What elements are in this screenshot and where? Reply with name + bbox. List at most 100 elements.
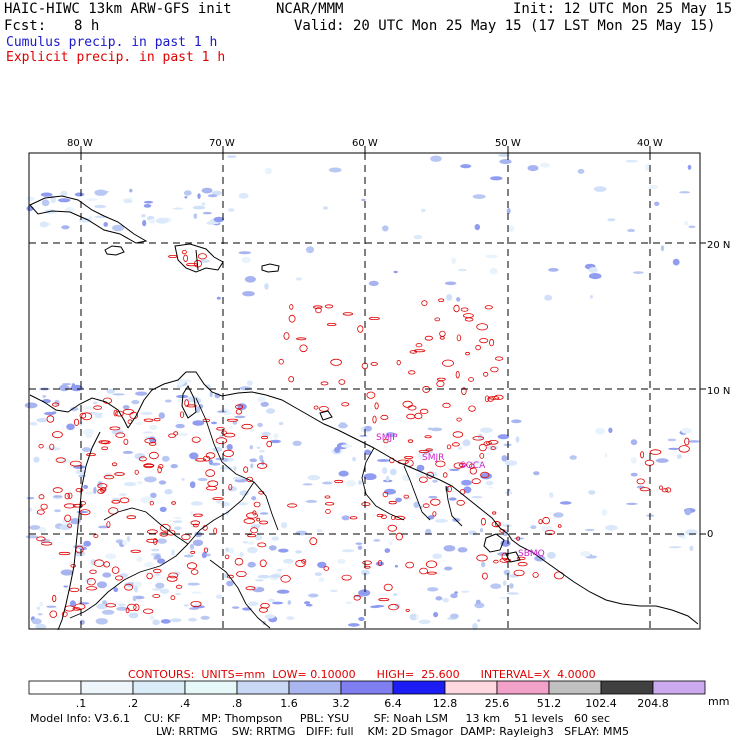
cumulus-precip-cell	[102, 572, 112, 578]
explicit-precip-contour	[109, 426, 121, 431]
cumulus-precip-cell	[547, 551, 556, 559]
cumulus-precip-cell	[211, 421, 217, 425]
explicit-precip-contour	[72, 503, 84, 508]
cumulus-precip-cell	[676, 454, 682, 459]
cumulus-precip-cell	[187, 396, 200, 403]
cumulus-precip-cell	[189, 452, 199, 460]
explicit-precip-contour	[74, 603, 86, 610]
cumulus-precip-cell	[189, 481, 196, 489]
cumulus-precip-cell	[359, 434, 368, 437]
cumulus-precip-cell	[368, 280, 379, 287]
cumulus-precip-cell	[481, 561, 486, 568]
explicit-precip-contour	[403, 494, 410, 499]
cumulus-precip-cell	[257, 422, 263, 428]
cumulus-precip-cell	[488, 486, 493, 489]
colorbar-label: 12.8	[433, 697, 458, 710]
cumulus-precip-cell	[389, 541, 393, 546]
explicit-precip-contour	[278, 358, 284, 365]
cumulus-precip-cell	[78, 474, 87, 478]
init-time: Init: 12 UTC Mon 25 May 15	[513, 1, 733, 17]
cumulus-precip-cell	[105, 553, 117, 560]
cumulus-precip-cell	[83, 540, 91, 547]
cumulus-precip-cell	[197, 477, 208, 482]
explicit-precip-contour	[115, 410, 124, 417]
explicit-precip-contour	[478, 443, 487, 452]
explicit-precip-contour	[36, 509, 45, 515]
cumulus-precip-cell	[417, 452, 425, 460]
cumulus-precip-cell	[198, 404, 204, 409]
explicit-precip-contour	[439, 336, 445, 340]
explicit-precip-contour	[190, 601, 202, 608]
explicit-precip-contour	[146, 538, 159, 543]
cumulus-precip-cell	[341, 549, 355, 553]
explicit-precip-contour	[260, 602, 270, 609]
explicit-precip-contour	[456, 417, 462, 422]
cumulus-precip-cell	[511, 419, 522, 424]
cumulus-precip-cell	[182, 413, 194, 416]
colorbar-swatch	[600, 680, 654, 695]
cumulus-precip-cell	[497, 434, 510, 440]
explicit-precip-contour	[256, 462, 268, 469]
cumulus-precip-cell	[59, 384, 70, 392]
cumulus-precip-cell	[271, 536, 280, 541]
explicit-precip-contour	[52, 431, 63, 439]
cumulus-precip-cell	[187, 582, 200, 586]
cumulus-precip-cell	[238, 251, 251, 255]
cumulus-precip-cell	[228, 547, 235, 554]
cumulus-precip-cell	[194, 601, 201, 606]
colorbar-label: 3.2	[332, 697, 350, 710]
explicit-precip-contour	[376, 513, 384, 518]
cumulus-precip-cell	[208, 459, 213, 465]
cumulus-precip-cell	[144, 561, 154, 568]
cumulus-precip-cell	[207, 194, 218, 198]
explicit-precip-contour	[362, 560, 372, 565]
cumulus-precip-cell	[509, 574, 519, 578]
explicit-precip-contour	[38, 494, 45, 500]
cumulus-precip-cell	[228, 208, 235, 212]
cumulus-precip-cell	[129, 188, 133, 193]
explicit-precip-contour	[127, 603, 137, 611]
cumulus-precip-cell	[625, 502, 638, 505]
explicit-precip-contour	[205, 469, 216, 477]
explicit-precip-contour	[168, 572, 179, 579]
colorbar-swatch	[28, 680, 82, 695]
cumulus-precip-cell	[604, 453, 608, 458]
cumulus-precip-cell	[57, 198, 71, 203]
explicit-precip-contour	[644, 459, 655, 466]
explicit-precip-contour	[296, 337, 307, 341]
lon-tick-labels: 80 W 70 W 60 W 50 W 40 W	[67, 138, 663, 149]
cumulus-precip-cell	[452, 490, 457, 493]
cumulus-precip-cell	[302, 483, 313, 486]
explicit-precip-contour	[113, 409, 118, 417]
cumulus-precip-cell	[416, 464, 425, 472]
cumulus-precip-cell	[489, 267, 498, 275]
cumulus-precip-cell	[155, 217, 169, 224]
cumulus-precip-cell	[70, 384, 83, 392]
explicit-precip-contour	[408, 370, 416, 375]
explicit-precip-contour	[64, 492, 70, 500]
explicit-precip-contour	[148, 451, 159, 460]
explicit-precip-contour	[123, 438, 129, 445]
explicit-precip-contour	[424, 335, 433, 341]
explicit-precip-contour	[435, 460, 446, 468]
cumulus-precip-cell	[192, 605, 205, 609]
cumulus-precip-cell	[381, 468, 386, 473]
cumulus-precip-cell	[373, 539, 381, 542]
explicit-precip-contour	[469, 467, 477, 475]
explicit-precip-contour	[253, 501, 261, 508]
cumulus-precip-cell	[286, 616, 295, 620]
explicit-precip-contour	[245, 586, 256, 591]
cumulus-precip-cell	[625, 159, 638, 163]
cumulus-precip-cell	[81, 447, 92, 453]
explicit-precip-contour	[146, 529, 158, 534]
cumulus-precip-cell	[322, 206, 328, 210]
explicit-precip-contour	[179, 411, 185, 418]
cumulus-precip-cell	[159, 506, 167, 512]
lat-lon-grid	[29, 146, 706, 629]
cumulus-precip-cell	[375, 561, 385, 566]
colorbar-swatch	[444, 680, 498, 695]
cumulus-precip-cell	[480, 472, 492, 480]
colorbar: .1 .2 .4 .8 1.6 3.2 6.4 12.8 25.6 51.2 102.4 204.8	[28, 680, 706, 710]
cumulus-precip-cell	[256, 446, 261, 449]
cumulus-precip-cell	[280, 522, 288, 529]
